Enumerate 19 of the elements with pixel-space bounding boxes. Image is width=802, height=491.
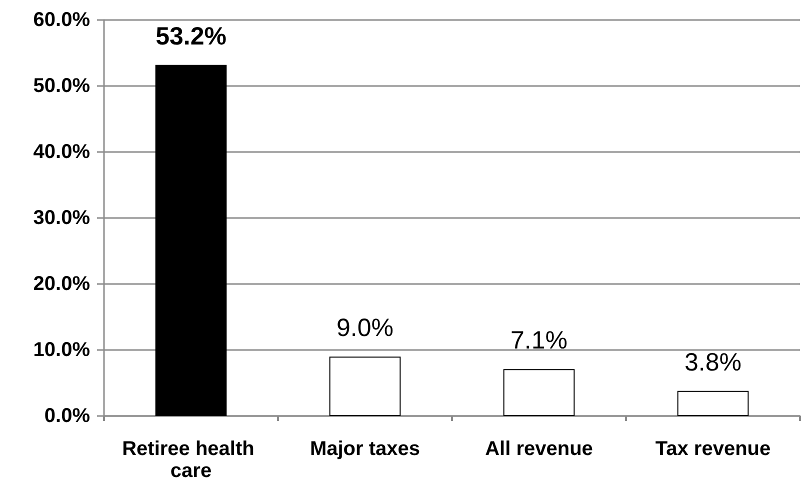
data-label: 9.0% <box>336 314 394 342</box>
y-tick-label: 30.0% <box>33 207 90 229</box>
x-tick-label: Tax revenue <box>655 438 771 460</box>
data-label: 7.1% <box>510 326 568 355</box>
y-tick-label: 60.0% <box>33 9 90 31</box>
bar <box>503 369 575 416</box>
bar <box>677 390 749 416</box>
bar <box>329 356 401 416</box>
y-tick-label: 0.0% <box>44 405 90 427</box>
bar <box>155 64 227 416</box>
data-label: 3.8% <box>684 348 742 376</box>
y-tick-label: 50.0% <box>33 75 90 97</box>
y-tick-label: 20.0% <box>33 273 90 295</box>
x-tick-label: All revenue <box>485 438 593 460</box>
y-tick-label: 10.0% <box>33 339 90 361</box>
x-tick-label: Major taxes <box>310 438 420 460</box>
x-tick-label: Retiree health care <box>122 438 260 482</box>
y-tick-label: 40.0% <box>33 141 90 163</box>
data-label: 53.2% <box>156 22 226 50</box>
